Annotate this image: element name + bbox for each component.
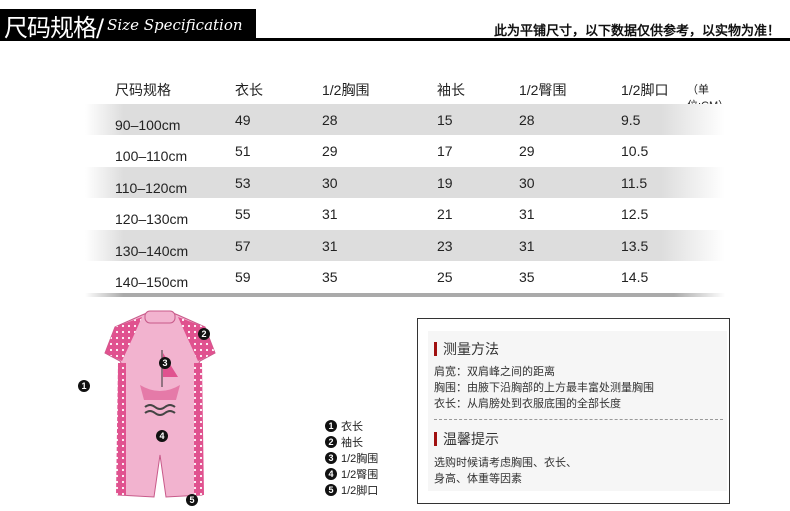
table-cell: 11.5	[621, 174, 648, 191]
table-cell: 31	[519, 237, 535, 254]
table-cell: 23	[437, 237, 453, 254]
marker-5: 5	[186, 494, 198, 506]
col-header: 衣长	[235, 82, 263, 98]
tips-line: 身高、体重等因素	[434, 472, 522, 485]
table-cell: 49	[235, 111, 251, 128]
table-cell: 14.5	[621, 269, 649, 285]
legend-label: 袖长	[341, 437, 363, 449]
table-cell: 12.5	[621, 206, 649, 222]
measure-line: 肩宽：双肩峰之间的距离	[434, 365, 555, 378]
marker-2: 2	[198, 328, 210, 340]
marker-badge: 2	[325, 436, 337, 448]
col-header: 1/2胸围	[322, 82, 370, 98]
header-title-en: Size Specification	[107, 16, 243, 34]
tips-title-text: 温馨提示	[443, 432, 499, 448]
header-title-cn: 尺码规格/	[4, 13, 104, 42]
table-row: 90–100cm 49 28 15 28 9.5	[85, 103, 725, 135]
legend-label: 1/2臀围	[341, 469, 379, 481]
table-cell: 31	[322, 237, 338, 254]
table-cell: 21	[437, 206, 453, 222]
marker-badge: 4	[325, 468, 337, 480]
table-cell: 140–150cm	[115, 274, 189, 290]
table-cell: 13.5	[621, 237, 649, 254]
col-header: 1/2脚口	[621, 82, 669, 98]
measure-line: 衣长：从肩膀处到衣服底围的全部长度	[434, 397, 621, 410]
legend-label: 1/2脚口	[341, 485, 379, 497]
legend-item: 1 衣长	[325, 418, 378, 434]
table-cell: 51	[235, 143, 251, 159]
header-rule	[255, 38, 790, 41]
table-cell: 29	[519, 143, 535, 159]
table-cell: 31	[322, 206, 338, 222]
table-row: 100–110cm 51 29 17 29 10.5	[85, 135, 725, 167]
table-cell: 19	[437, 174, 453, 191]
measure-title: 测量方法	[434, 339, 499, 359]
accent-bar	[434, 342, 437, 356]
marker-4: 4	[156, 430, 168, 442]
table-cell: 35	[519, 269, 535, 285]
table-cell: 59	[235, 269, 251, 285]
table-row: 140–150cm 59 35 25 35 14.5	[85, 261, 725, 293]
table-cell: 17	[437, 143, 453, 159]
legend-item: 2 袖长	[325, 434, 378, 450]
marker-badge: 5	[325, 484, 337, 496]
table-cell: 100–110cm	[115, 148, 188, 164]
table-cell: 31	[519, 206, 535, 222]
table-header: 尺码规格 衣长 1/2胸围 袖长 1/2臀围 1/2脚口 （单位:CM）	[85, 72, 729, 112]
table-cell: 90–100cm	[115, 116, 181, 133]
table-cell: 57	[235, 237, 251, 254]
table-cell: 35	[322, 269, 338, 285]
diagram-legend: 1 衣长 2 袖长 3 1/2胸围 4 1/2臀围 5 1/2脚口	[325, 418, 378, 498]
legend-item: 4 1/2臀围	[325, 466, 378, 482]
swimsuit-illustration	[104, 310, 216, 498]
table-cell: 130–140cm	[115, 242, 189, 259]
legend-item: 5 1/2脚口	[325, 482, 378, 498]
marker-badge: 1	[325, 420, 337, 432]
table-cell: 30	[322, 174, 338, 191]
marker-1: 1	[78, 380, 90, 392]
header-note: 此为平铺尺寸，以下数据仅供参考，以实物为准！	[493, 24, 780, 39]
tips-text: 选购时候请考虑胸围、衣长、 身高、体重等因素	[434, 455, 577, 487]
table-cell: 30	[519, 174, 535, 191]
table-cell: 29	[322, 143, 338, 159]
table-cell: 110–120cm	[115, 179, 188, 196]
table-cell: 53	[235, 174, 251, 191]
tips-line: 选购时候请考虑胸围、衣长、	[434, 456, 577, 469]
page-header: 尺码规格/ Size Specification	[0, 9, 256, 42]
table-row: 110–120cm 53 30 19 30 11.5	[85, 166, 725, 198]
measure-line: 胸围：由腋下沿胸部的上方最丰富处测量胸围	[434, 381, 654, 394]
accent-bar	[434, 432, 437, 446]
divider	[434, 419, 723, 420]
table-row: 120–130cm 55 31 21 31 12.5	[85, 198, 725, 230]
legend-item: 3 1/2胸围	[325, 450, 378, 466]
table-bottom-rule	[85, 292, 725, 297]
table-cell: 120–130cm	[115, 211, 189, 227]
col-header: 1/2臀围	[519, 82, 567, 98]
table-cell: 10.5	[621, 143, 649, 159]
legend-label: 1/2胸围	[341, 453, 379, 465]
tips-title: 温馨提示	[434, 429, 499, 449]
table-cell: 25	[437, 269, 453, 285]
measure-title-text: 测量方法	[443, 342, 499, 358]
marker-badge: 3	[325, 452, 337, 464]
measure-text: 肩宽：双肩峰之间的距离 胸围：由腋下沿胸部的上方最丰富处测量胸围 衣长：从肩膀处…	[434, 364, 654, 412]
size-table: 尺码规格 衣长 1/2胸围 袖长 1/2臀围 1/2脚口 （单位:CM） 90–…	[85, 72, 729, 297]
table-cell: 15	[437, 111, 453, 128]
info-box: 测量方法 肩宽：双肩峰之间的距离 胸围：由腋下沿胸部的上方最丰富处测量胸围 衣长…	[417, 318, 730, 504]
marker-3: 3	[159, 357, 171, 369]
table-cell: 28	[322, 111, 338, 128]
table-row: 130–140cm 57 31 23 31 13.5	[85, 229, 725, 261]
table-cell: 9.5	[621, 111, 641, 128]
table-cell: 28	[519, 111, 535, 128]
col-header: 尺码规格	[115, 82, 171, 98]
col-header: 袖长	[437, 82, 465, 98]
legend-label: 衣长	[341, 421, 363, 433]
table-cell: 55	[235, 206, 251, 222]
